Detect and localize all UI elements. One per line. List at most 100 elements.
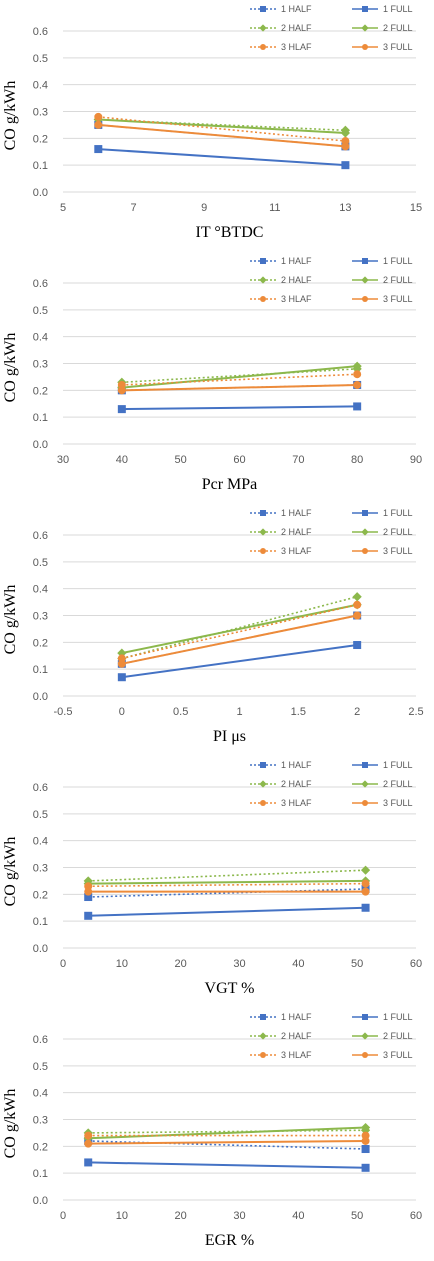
series-line-3-full (98, 123, 346, 148)
y-tick-label: 0.6 (33, 1034, 48, 1046)
y-tick-label: 0.2 (33, 133, 48, 145)
legend-marker-1-half (260, 1014, 266, 1020)
data-point (361, 879, 370, 888)
legend-marker-1-full (362, 762, 368, 768)
y-tick-label: 0.1 (33, 1168, 48, 1180)
x-tick-label: 50 (175, 454, 187, 466)
legend-label-2-full: 2 FULL (383, 23, 413, 33)
legend-label-3-hlaf: 3 HLAF (281, 294, 312, 304)
data-point (94, 145, 103, 154)
y-tick-label: 0.6 (33, 530, 48, 542)
x-axis-title: Pcr MPa (202, 476, 258, 493)
series-line-1-half (88, 888, 366, 898)
legend-label-2-full: 2 FULL (383, 527, 413, 537)
series-line-3-full (121, 383, 358, 392)
y-tick-label: 0.3 (33, 107, 48, 119)
y-axis-title: CO g/kWh (2, 81, 19, 151)
series-line-1-full (88, 1161, 366, 1169)
legend-marker-1-half (260, 6, 266, 12)
data-point (352, 592, 362, 602)
legend-label-1-half: 1 HALF (281, 1012, 312, 1022)
co-chart-5: 0.0 0.1 0.2 0.3 0.4 0.5 0.6 0 10 20 30 40 50 60 EGR % C… (2, 1012, 422, 1249)
legend-label-3-hlaf: 3 HLAF (281, 1050, 312, 1060)
x-tick-label: 0.5 (173, 706, 188, 718)
x-tick-label: 30 (57, 454, 69, 466)
data-point (361, 1136, 370, 1145)
legend-label-2-full: 2 FULL (383, 275, 413, 285)
series-1-full (84, 1158, 370, 1172)
legend-label-1-full: 1 FULL (383, 4, 413, 14)
x-tick-label: 60 (410, 958, 422, 970)
data-point (353, 600, 362, 609)
y-tick-label: 0.5 (33, 557, 48, 569)
legend-marker-2-full (361, 780, 369, 788)
legend-label-1-half: 1 HALF (281, 760, 312, 770)
legend-marker-3-hlaf (260, 296, 266, 302)
x-tick-label: 1.5 (291, 706, 306, 718)
data-point (94, 120, 103, 129)
data-point (117, 659, 126, 668)
legend-label-2-full: 2 FULL (383, 1031, 413, 1041)
data-point (84, 893, 93, 902)
y-tick-label: 0.0 (33, 187, 48, 199)
y-tick-label: 0.5 (33, 53, 48, 65)
legend-label-3-hlaf: 3 HLAF (281, 798, 312, 808)
co-chart-2: 0.0 0.1 0.2 0.3 0.4 0.5 0.6 30 40 50 60 70 80 90 Pcr M… (2, 256, 422, 493)
data-point (353, 611, 362, 620)
series-1-full (117, 641, 362, 682)
series-line-1-full (98, 148, 346, 167)
x-tick-label: 50 (351, 958, 363, 970)
data-point (84, 1139, 93, 1148)
x-axis-title: IT °BTDC (196, 224, 264, 241)
y-tick-label: 0.0 (33, 943, 48, 955)
legend-marker-3-full (362, 800, 368, 806)
data-point (360, 865, 371, 875)
y-tick-label: 0.2 (33, 385, 48, 397)
data-point (361, 1145, 370, 1154)
y-tick-label: 0.5 (33, 1061, 48, 1073)
x-tick-label: 60 (233, 454, 245, 466)
data-point (117, 673, 126, 682)
legend-label-3-full: 3 FULL (383, 546, 413, 556)
x-tick-label: 9 (201, 202, 207, 214)
series-1-full (94, 145, 350, 170)
legend-marker-2-half (259, 528, 267, 536)
series-3-full (94, 120, 350, 151)
y-tick-label: 0.2 (33, 889, 48, 901)
x-tick-label: 0 (60, 1210, 66, 1222)
x-tick-label: 30 (233, 1210, 245, 1222)
legend-marker-2-full (361, 276, 369, 284)
x-tick-label: 13 (339, 202, 351, 214)
legend-label-3-full: 3 FULL (383, 1050, 413, 1060)
legend-label-3-full: 3 FULL (383, 42, 413, 52)
series-line-2-full (98, 118, 346, 134)
x-axis-title: EGR % (205, 1232, 254, 1249)
x-tick-label: 10 (116, 958, 128, 970)
chart-legend: 1 HALF 1 FULL 2 HALF 2 FULL 3 HLAF 3 FULL (250, 256, 413, 304)
y-tick-label: 0.3 (33, 611, 48, 623)
x-tick-label: 7 (131, 202, 137, 214)
y-tick-label: 0.3 (33, 359, 48, 371)
legend-marker-2-full (361, 528, 369, 536)
series-3-full (117, 380, 362, 395)
series-3-full (117, 611, 362, 668)
series-line-1-full (121, 644, 358, 679)
legend-label-3-full: 3 FULL (383, 798, 413, 808)
y-tick-label: 0.3 (33, 1115, 48, 1127)
y-tick-label: 0.4 (33, 1088, 48, 1100)
x-tick-label: 0 (119, 706, 125, 718)
legend-label-1-full: 1 FULL (383, 1012, 413, 1022)
data-point (361, 887, 370, 896)
x-tick-label: 80 (351, 454, 363, 466)
x-tick-label: 15 (410, 202, 422, 214)
x-tick-label: 1 (236, 706, 242, 718)
series-line-2-half (88, 869, 366, 882)
y-tick-label: 0.4 (33, 836, 48, 848)
x-tick-label: 2.5 (408, 706, 423, 718)
data-point (341, 142, 350, 151)
co-chart-3: 0.0 0.1 0.2 0.3 0.4 0.5 0.6 -0.5 0 0.5 1 1.5 2 2.5 PI … (2, 508, 424, 745)
series-line-2-full (88, 1126, 366, 1140)
data-point (340, 128, 350, 138)
series-line-2-full (88, 879, 366, 885)
legend-marker-1-full (362, 6, 368, 12)
